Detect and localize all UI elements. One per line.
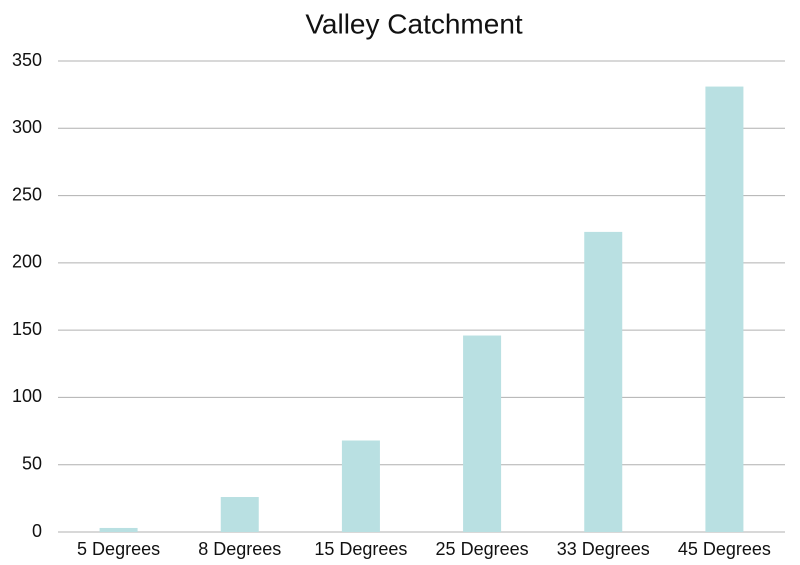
y-tick-label: 100 [12, 386, 42, 406]
x-tick-label: 25 Degrees [436, 539, 529, 559]
y-tick-label: 150 [12, 319, 42, 339]
x-tick-label: 33 Degrees [557, 539, 650, 559]
bar [463, 335, 502, 532]
chart-title: Valley Catchment [305, 8, 523, 39]
x-tick-label: 45 Degrees [678, 539, 771, 559]
x-tick-label: 8 Degrees [198, 539, 281, 559]
bar [584, 231, 623, 533]
y-tick-label: 50 [22, 453, 42, 473]
bar [705, 86, 744, 532]
bar [220, 497, 259, 532]
bar [341, 440, 380, 532]
y-tick-label: 250 [12, 184, 42, 204]
y-tick-label: 200 [12, 252, 42, 272]
y-tick-label: 350 [12, 50, 42, 70]
x-tick-label: 5 Degrees [77, 539, 160, 559]
x-tick-label: 15 Degrees [314, 539, 407, 559]
bar [99, 527, 138, 532]
y-tick-label: 300 [12, 117, 42, 137]
y-tick-label: 0 [32, 521, 42, 541]
